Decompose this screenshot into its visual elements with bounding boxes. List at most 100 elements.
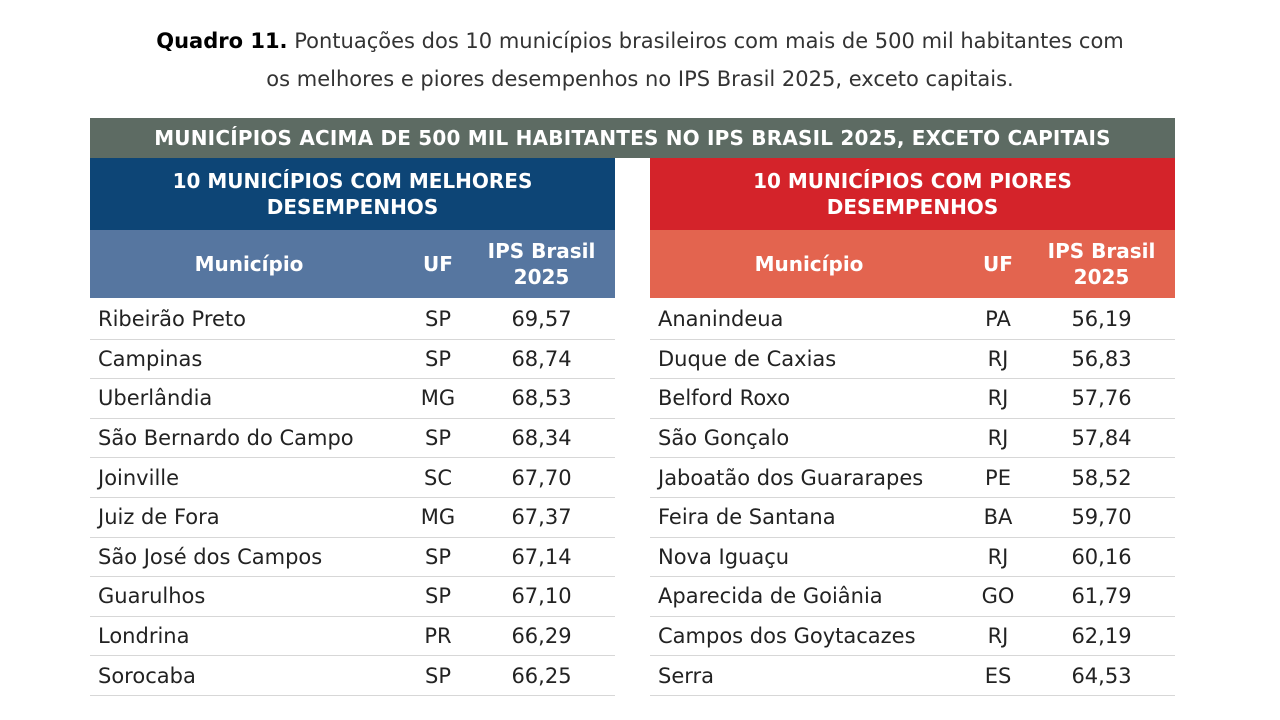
cell-municipio: Nova Iguaçu	[658, 544, 790, 569]
table-row: Campinas SP 68,74	[90, 340, 615, 380]
cell-uf: PA	[985, 307, 1011, 332]
table-caption: Quadro 11. Pontuações dos 10 municípios …	[0, 22, 1280, 98]
cell-ips: 67,37	[511, 505, 572, 530]
cell-uf: RJ	[987, 426, 1009, 451]
table-row: Duque de Caxias RJ 56,83	[650, 340, 1175, 380]
cell-ips: 67,70	[511, 465, 572, 490]
column-header-ips: IPS Brasil 2025	[1047, 239, 1156, 289]
table-row: Serra ES 64,53	[650, 656, 1175, 696]
column-header-municipio: Município	[754, 252, 864, 276]
caption-line-1: Quadro 11. Pontuações dos 10 municípios …	[0, 22, 1280, 60]
cell-municipio: Campos dos Goytacazes	[658, 624, 916, 649]
cell-ips: 64,53	[1071, 663, 1132, 688]
caption-text-1: Pontuações dos 10 municípios brasileiros…	[287, 29, 1124, 53]
best-panel: 10 MUNICÍPIOS COM MELHORES DESEMPENHOS M…	[90, 158, 615, 696]
table-row: Ribeirão Preto SP 69,57	[90, 300, 615, 340]
cell-uf: SP	[425, 544, 451, 569]
cell-ips: 58,52	[1071, 465, 1132, 490]
cell-uf: GO	[981, 584, 1015, 609]
cell-ips: 68,53	[511, 386, 572, 411]
cell-municipio: Uberlândia	[98, 386, 213, 411]
best-panel-title: 10 MUNICÍPIOS COM MELHORES DESEMPENHOS	[172, 169, 533, 219]
cell-ips: 69,57	[511, 307, 572, 332]
worst-panel-title: 10 MUNICÍPIOS COM PIORES DESEMPENHOS	[753, 169, 1072, 219]
cell-municipio: Ananindeua	[658, 307, 784, 332]
cell-uf: SP	[425, 307, 451, 332]
cell-uf: PE	[985, 465, 1011, 490]
table-row: Juiz de Fora MG 67,37	[90, 498, 615, 538]
cell-municipio: Belford Roxo	[658, 386, 791, 411]
table-banner: MUNICÍPIOS ACIMA DE 500 MIL HABITANTES N…	[90, 118, 1175, 158]
table-row: Ananindeua PA 56,19	[650, 300, 1175, 340]
cell-municipio: Ribeirão Preto	[98, 307, 247, 332]
column-header-municipio: Município	[194, 252, 304, 276]
best-column-headers: Município UF IPS Brasil 2025	[90, 230, 615, 298]
cell-uf: RJ	[987, 544, 1009, 569]
cell-municipio: Aparecida de Goiânia	[658, 584, 883, 609]
cell-uf: MG	[420, 386, 456, 411]
table-row: Aparecida de Goiânia GO 61,79	[650, 577, 1175, 617]
cell-municipio: São Bernardo do Campo	[98, 426, 354, 451]
table-row: Jaboatão dos Guararapes PE 58,52	[650, 458, 1175, 498]
table-row: Londrina PR 66,29	[90, 617, 615, 657]
cell-uf: RJ	[987, 624, 1009, 649]
cell-uf: PR	[424, 624, 452, 649]
table-row: São Gonçalo RJ 57,84	[650, 419, 1175, 459]
worst-column-headers: Município UF IPS Brasil 2025	[650, 230, 1175, 298]
best-panel-header: 10 MUNICÍPIOS COM MELHORES DESEMPENHOS	[90, 158, 615, 230]
cell-uf: SP	[425, 426, 451, 451]
cell-ips: 67,10	[511, 584, 572, 609]
column-header-ips: IPS Brasil 2025	[487, 239, 596, 289]
cell-ips: 56,19	[1071, 307, 1132, 332]
worst-rows: Ananindeua PA 56,19 Duque de Caxias RJ 56,83 B…	[650, 298, 1175, 696]
table-row: São José dos Campos SP 67,14	[90, 538, 615, 578]
table-row: Belford Roxo RJ 57,76	[650, 379, 1175, 419]
table-row: Campos dos Goytacazes RJ 62,19	[650, 617, 1175, 657]
cell-municipio: Joinville	[98, 465, 180, 490]
cell-ips: 68,74	[511, 346, 572, 371]
cell-uf: SP	[425, 663, 451, 688]
cell-municipio: Guarulhos	[98, 584, 206, 609]
worst-panel: 10 MUNICÍPIOS COM PIORES DESEMPENHOS Mun…	[650, 158, 1175, 696]
column-header-uf: UF	[983, 252, 1013, 276]
cell-uf: SP	[425, 584, 451, 609]
worst-panel-header: 10 MUNICÍPIOS COM PIORES DESEMPENHOS	[650, 158, 1175, 230]
column-header-uf: UF	[423, 252, 453, 276]
table-row: Sorocaba SP 66,25	[90, 656, 615, 696]
cell-ips: 60,16	[1071, 544, 1132, 569]
table-row: Guarulhos SP 67,10	[90, 577, 615, 617]
best-rows: Ribeirão Preto SP 69,57 Campinas SP 68,74 Uber…	[90, 298, 615, 696]
cell-uf: SP	[425, 346, 451, 371]
table-row: São Bernardo do Campo SP 68,34	[90, 419, 615, 459]
cell-ips: 57,84	[1071, 426, 1132, 451]
cell-municipio: Duque de Caxias	[658, 346, 837, 371]
caption-label: Quadro 11.	[156, 29, 288, 53]
cell-ips: 66,25	[511, 663, 572, 688]
table-row: Uberlândia MG 68,53	[90, 379, 615, 419]
caption-text-2: os melhores e piores desempenhos no IPS …	[266, 67, 1014, 91]
cell-uf: SC	[424, 465, 452, 490]
cell-municipio: Juiz de Fora	[98, 505, 220, 530]
table-row: Nova Iguaçu RJ 60,16	[650, 538, 1175, 578]
cell-municipio: São José dos Campos	[98, 544, 323, 569]
cell-municipio: Londrina	[98, 624, 190, 649]
cell-ips: 61,79	[1071, 584, 1132, 609]
cell-ips: 57,76	[1071, 386, 1132, 411]
cell-municipio: Serra	[658, 663, 715, 688]
cell-municipio: São Gonçalo	[658, 426, 790, 451]
cell-uf: RJ	[987, 346, 1009, 371]
cell-ips: 67,14	[511, 544, 572, 569]
cell-ips: 56,83	[1071, 346, 1132, 371]
cell-municipio: Sorocaba	[98, 663, 196, 688]
table-row: Feira de Santana BA 59,70	[650, 498, 1175, 538]
cell-uf: MG	[420, 505, 456, 530]
cell-municipio: Feira de Santana	[658, 505, 836, 530]
cell-uf: ES	[984, 663, 1012, 688]
cell-municipio: Campinas	[98, 346, 203, 371]
cell-uf: BA	[983, 505, 1013, 530]
cell-municipio: Jaboatão dos Guararapes	[658, 465, 924, 490]
cell-ips: 66,29	[511, 624, 572, 649]
cell-ips: 62,19	[1071, 624, 1132, 649]
table-row: Joinville SC 67,70	[90, 458, 615, 498]
cell-ips: 59,70	[1071, 505, 1132, 530]
